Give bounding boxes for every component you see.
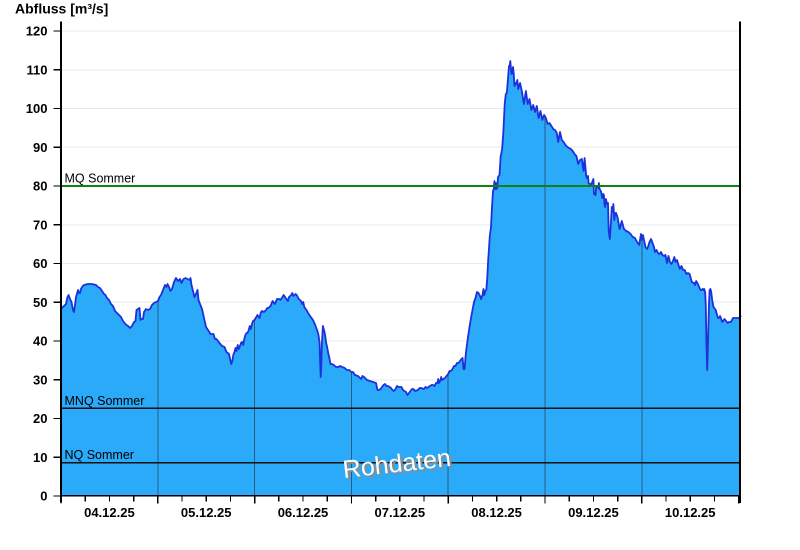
svg-text:120: 120	[26, 24, 48, 39]
svg-text:40: 40	[33, 334, 47, 349]
svg-text:04.12.25: 04.12.25	[84, 505, 135, 520]
svg-text:MNQ Sommer: MNQ Sommer	[65, 394, 145, 408]
svg-text:05.12.25: 05.12.25	[181, 505, 232, 520]
svg-text:07.12.25: 07.12.25	[374, 505, 425, 520]
svg-text:MQ Sommer: MQ Sommer	[65, 172, 136, 186]
svg-text:10.12.25: 10.12.25	[665, 505, 716, 520]
svg-text:90: 90	[33, 140, 47, 155]
svg-text:70: 70	[33, 217, 47, 232]
svg-text:80: 80	[33, 179, 47, 194]
svg-text:30: 30	[33, 372, 47, 387]
svg-text:60: 60	[33, 256, 47, 271]
svg-text:0: 0	[40, 489, 47, 504]
svg-text:09.12.25: 09.12.25	[568, 505, 619, 520]
svg-text:NQ Sommer: NQ Sommer	[65, 448, 134, 462]
svg-text:08.12.25: 08.12.25	[471, 505, 522, 520]
svg-text:20: 20	[33, 411, 47, 426]
svg-text:50: 50	[33, 295, 47, 310]
svg-text:10: 10	[33, 450, 47, 465]
svg-text:06.12.25: 06.12.25	[278, 505, 329, 520]
svg-text:Abfluss [m³/s]: Abfluss [m³/s]	[15, 1, 108, 17]
svg-text:100: 100	[26, 101, 48, 116]
svg-text:110: 110	[27, 62, 48, 77]
